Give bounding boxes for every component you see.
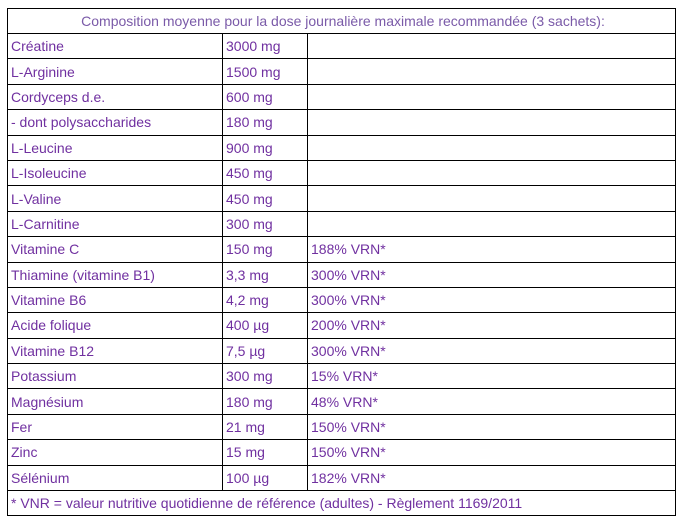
amount: 400 µg (222, 312, 308, 339)
table-row: Thiamine (vitamine B1) 3,3 mg 300% VRN* (7, 261, 677, 288)
amount: 450 mg (222, 159, 308, 187)
table-row: Vitamine B12 7,5 µg 300% VRN* (7, 337, 677, 365)
empty-cell (306, 185, 677, 212)
amount: 900 mg (222, 134, 308, 161)
ingredient-name: L-Carnitine (7, 210, 223, 238)
ingredient-name: Cordyceps d.e. (7, 83, 223, 111)
vrn: 300% VRN* (306, 261, 677, 288)
amount: 180 mg (222, 109, 308, 136)
vrn: 300% VRN* (306, 337, 677, 365)
amount: 150 mg (222, 236, 308, 263)
ingredient-name: L-Arginine (7, 58, 223, 85)
amount: 3,3 mg (222, 261, 308, 288)
amount: 180 mg (222, 388, 308, 415)
empty-cell (306, 134, 677, 161)
empty-cell (306, 32, 677, 60)
table-row: Acide folique 400 µg 200% VRN* (7, 312, 677, 339)
ingredient-name: L-Isoleucine (7, 159, 223, 187)
vrn: 300% VRN* (306, 286, 677, 314)
table-row: Cordyceps d.e. 600 mg (7, 83, 677, 111)
ingredient-name: Fer (7, 413, 223, 441)
table-title: Composition moyenne pour la dose journal… (6, 8, 677, 34)
table-row: L-Valine 450 mg (7, 185, 677, 212)
ingredient-name: Sélénium (7, 464, 223, 492)
amount: 21 mg (222, 413, 308, 441)
table-row: Fer 21 mg 150% VRN* (7, 413, 677, 441)
table-row: Zinc 15 mg 150% VRN* (7, 439, 677, 466)
table-row: Magnésium 180 mg 48% VRN* (7, 388, 677, 415)
vrn: 150% VRN* (306, 439, 677, 466)
footnote: * VNR = valeur nutritive quotidienne de … (6, 490, 677, 517)
ingredient-name: Vitamine B12 (7, 337, 223, 365)
table-row: Créatine 3000 mg (7, 32, 677, 60)
ingredient-name: Vitamine B6 (7, 286, 223, 314)
amount: 7,5 µg (222, 337, 308, 365)
vrn: 188% VRN* (306, 236, 677, 263)
table-row: Potassium 300 mg 15% VRN* (7, 363, 677, 390)
table-row: Vitamine C 150 mg 188% VRN* (7, 236, 677, 263)
ingredient-name: Créatine (7, 32, 223, 60)
vrn: 200% VRN* (306, 312, 677, 339)
table-row: L-Isoleucine 450 mg (7, 159, 677, 187)
amount: 3000 mg (222, 32, 308, 60)
vrn: 15% VRN* (306, 363, 677, 390)
amount: 1500 mg (222, 58, 308, 85)
ingredient-name: - dont polysaccharides (7, 109, 223, 136)
ingredient-name: Magnésium (7, 388, 223, 415)
ingredient-name: Thiamine (vitamine B1) (7, 261, 223, 288)
ingredient-name: Zinc (7, 439, 223, 466)
amount: 300 mg (222, 363, 308, 390)
amount: 300 mg (222, 210, 308, 238)
vrn: 150% VRN* (306, 413, 677, 441)
table-row: Vitamine B6 4,2 mg 300% VRN* (7, 286, 677, 314)
vrn: 182% VRN* (306, 464, 677, 492)
footer-row: * VNR = valeur nutritive quotidienne de … (6, 490, 677, 517)
table-row: L-Arginine 1500 mg (7, 58, 677, 85)
ingredient-name: L-Valine (7, 185, 223, 212)
table-row: L-Carnitine 300 mg (7, 210, 677, 238)
header-row: Composition moyenne pour la dose journal… (6, 8, 677, 34)
empty-cell (306, 159, 677, 187)
amount: 450 mg (222, 185, 308, 212)
amount: 600 mg (222, 83, 308, 111)
amount: 4,2 mg (222, 286, 308, 314)
amount: 15 mg (222, 439, 308, 466)
empty-cell (306, 83, 677, 111)
table-row: L-Leucine 900 mg (7, 134, 677, 161)
vrn: 48% VRN* (306, 388, 677, 415)
ingredient-name: Vitamine C (7, 236, 223, 263)
table-row: - dont polysaccharides 180 mg (7, 109, 677, 136)
table-row: Sélénium 100 µg 182% VRN* (7, 464, 677, 492)
empty-cell (306, 210, 677, 238)
table-body: Composition moyenne pour la dose journal… (6, 8, 677, 517)
ingredient-name: Acide folique (7, 312, 223, 339)
empty-cell (306, 109, 677, 136)
ingredient-name: L-Leucine (7, 134, 223, 161)
ingredient-name: Potassium (7, 363, 223, 390)
composition-table: Composition moyenne pour la dose journal… (6, 8, 677, 517)
empty-cell (306, 58, 677, 85)
amount: 100 µg (222, 464, 308, 492)
